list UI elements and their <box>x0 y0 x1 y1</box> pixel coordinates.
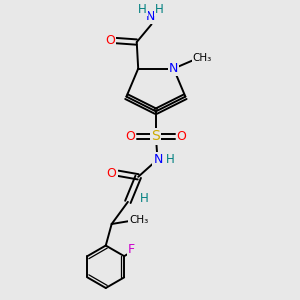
Text: O: O <box>105 34 115 47</box>
Text: H: H <box>155 2 164 16</box>
Text: O: O <box>125 130 135 143</box>
Text: H: H <box>140 192 148 206</box>
Text: H: H <box>138 2 147 16</box>
Text: N: N <box>169 62 178 75</box>
Text: O: O <box>177 130 187 143</box>
Text: CH₃: CH₃ <box>193 53 212 63</box>
Text: H: H <box>165 153 174 166</box>
Text: N: N <box>153 153 163 166</box>
Text: N: N <box>146 10 156 22</box>
Text: CH₃: CH₃ <box>129 214 148 225</box>
Text: F: F <box>128 243 135 256</box>
Text: O: O <box>107 167 117 180</box>
Text: S: S <box>152 129 160 143</box>
